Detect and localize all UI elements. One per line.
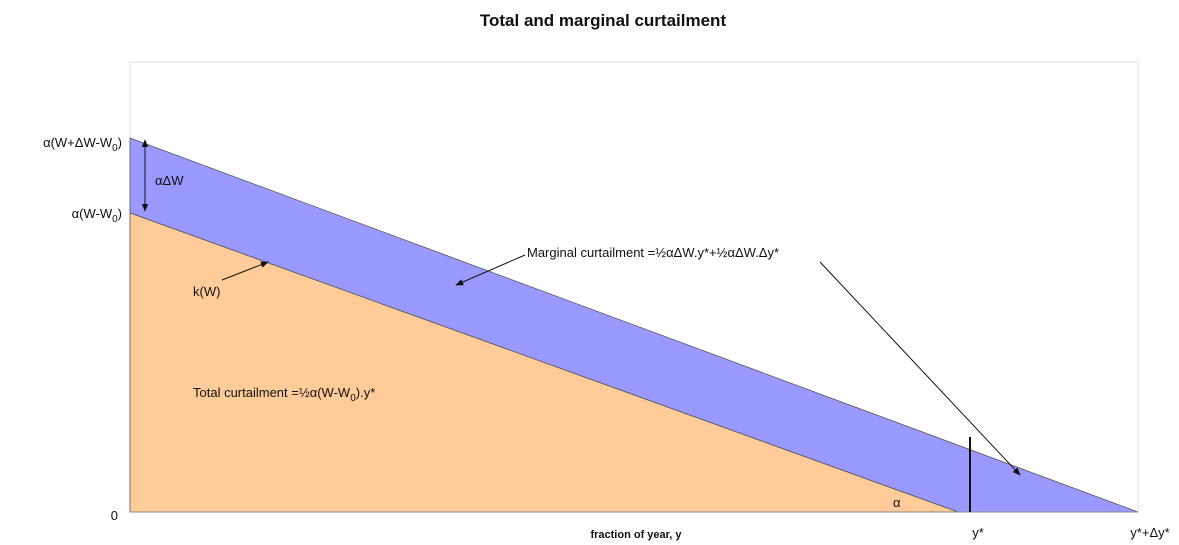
label-part: α(W+ΔW-W: [43, 135, 113, 150]
annotation: Total curtailment =½α(W-W0).y*: [193, 385, 375, 404]
annotation: α: [893, 495, 901, 510]
label-sub: 0: [350, 393, 356, 404]
x-label: y*: [972, 525, 984, 540]
x-axis-label: fraction of year, y: [590, 529, 682, 541]
x-label: y*+Δy*: [1130, 525, 1169, 540]
label-part: ).y*: [356, 385, 376, 400]
label-sub: 0: [112, 214, 118, 225]
y-label: 0: [111, 508, 118, 523]
kw-arrow: [221, 261, 269, 281]
title: Total and marginal curtailment: [480, 11, 727, 30]
annotation: αΔW: [155, 173, 184, 188]
label-sub: 0: [112, 143, 118, 154]
label-part: ): [118, 206, 122, 221]
label-part: Total curtailment =½α(W-W: [193, 385, 351, 400]
annotation: k(W): [193, 284, 220, 299]
marginal-arrow: [819, 261, 1021, 476]
label-part: α(W-W: [72, 206, 113, 221]
annotation: Marginal curtailment =½αΔW.y*+½αΔW.Δy*: [527, 245, 779, 260]
y-label: α(W-W0): [72, 206, 122, 225]
marginal-arrow: [455, 254, 526, 286]
label-part: ): [118, 135, 122, 150]
y-label: α(W+ΔW-W0): [43, 135, 122, 154]
